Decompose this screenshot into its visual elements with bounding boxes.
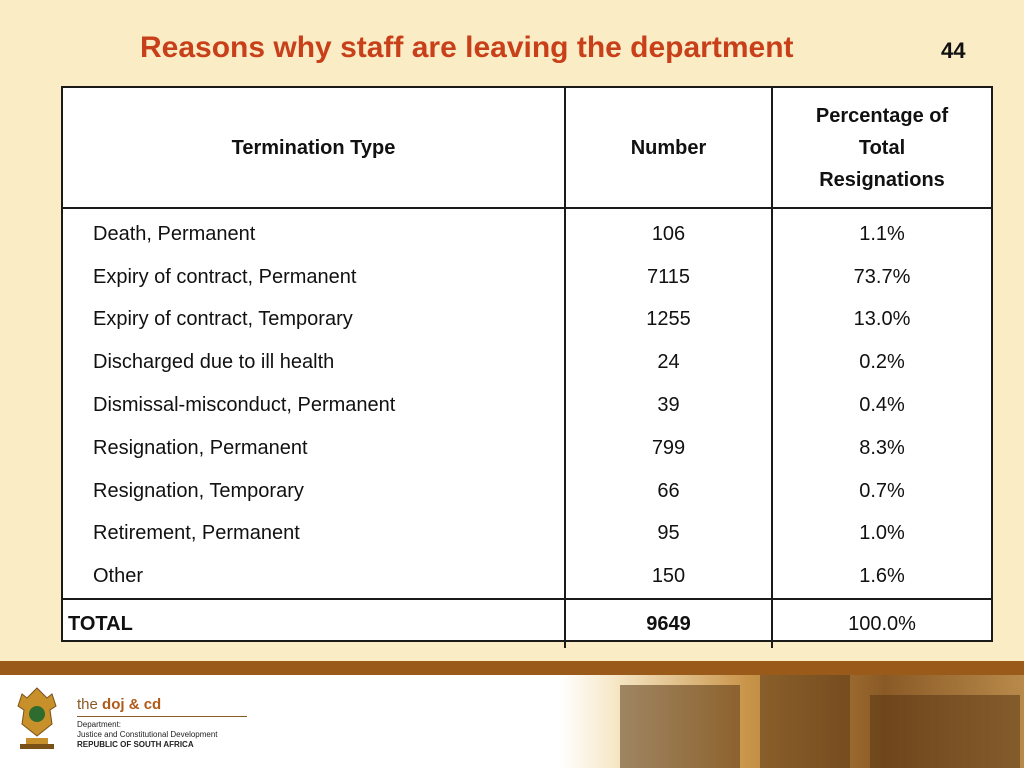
cell-termination-type: Death, Permanent [63,208,566,256]
cell-termination-type: Discharged due to ill health [63,341,566,385]
cell-percentage: 1.0% [859,522,905,545]
cell-termination-type: Retirement, Permanent [63,512,566,556]
table-row: Resignation, Temporary 66 0.7% [63,469,991,513]
page-number: 44 [941,38,966,63]
table-row: Expiry of contract, Temporary 1255 13.0% [63,298,991,342]
cell-termination-type: Dismissal-misconduct, Permanent [63,384,566,427]
table-total-row: TOTAL 9649 100.0% [63,598,991,649]
department-text: Department: Justice and Constitutional D… [77,720,218,750]
brand-prefix: the [77,696,98,713]
cell-termination-type: Expiry of contract, Permanent [63,255,566,299]
cell-number: 150 [565,555,773,600]
header-percentage-line1: Percentage of [815,104,949,127]
table-header-row: Termination Type Number Percentage of To… [63,88,991,209]
table-row: Death, Permanent 106 1.1% [63,208,991,256]
cell-percentage: 8.3% [859,436,905,459]
cell-number: 95 [565,512,773,556]
cell-number: 799 [565,426,773,470]
cell-number: 66 [565,469,773,513]
brand-name: doj & cd [102,696,162,713]
slide-title: Reasons why staff are leaving the depart… [140,31,794,64]
header-percentage-line2: Total [858,136,906,159]
cell-percentage: 0.2% [859,351,905,374]
coat-of-arms-icon [17,687,57,749]
table-row: Dismissal-misconduct, Permanent 39 0.4% [63,384,991,427]
cell-percentage: 1.6% [859,565,905,588]
cell-percentage: 73.7% [853,265,911,288]
cell-total-percentage: 100.0% [772,598,991,649]
cell-termination-type: Resignation, Permanent [63,426,566,470]
cell-termination-type: Resignation, Temporary [63,469,566,513]
termination-table: Termination Type Number Percentage of To… [61,86,993,649]
cell-total-number: 9649 [565,598,773,649]
cell-termination-type: Other [63,555,566,600]
dept-line-1: Department: [77,720,122,729]
cell-number: 7115 [565,255,773,299]
header-termination-type: Termination Type [63,88,566,209]
cell-number: 39 [565,384,773,427]
cell-percentage: 0.7% [859,479,905,502]
cell-percentage: 13.0% [853,308,911,331]
brand-logo: the doj & cd [77,696,161,713]
cell-number: 1255 [565,298,773,342]
brand-divider [77,716,247,717]
cell-number: 24 [565,341,773,385]
table-row: Resignation, Permanent 799 8.3% [63,426,991,470]
header-percentage-line3: Resignations [819,168,945,191]
dept-line-2: Justice and Constitutional Development [77,730,218,739]
table-row: Retirement, Permanent 95 1.0% [63,512,991,556]
table-row: Other 150 1.6% [63,555,991,600]
building-photo [560,675,1024,768]
cell-termination-type: Expiry of contract, Temporary [63,298,566,342]
header-number: Number [565,88,773,209]
dept-line-3: REPUBLIC OF SOUTH AFRICA [77,740,194,749]
table-row: Expiry of contract, Permanent 7115 73.7% [63,255,991,299]
cell-percentage: 0.4% [859,394,905,417]
cell-number: 106 [565,208,773,256]
cell-percentage: 1.1% [859,222,905,245]
table-row: Discharged due to ill health 24 0.2% [63,341,991,385]
header-percentage: Percentage of Total Resignations [772,88,991,209]
footer-band [0,661,1024,675]
cell-total-label: TOTAL [63,598,566,649]
